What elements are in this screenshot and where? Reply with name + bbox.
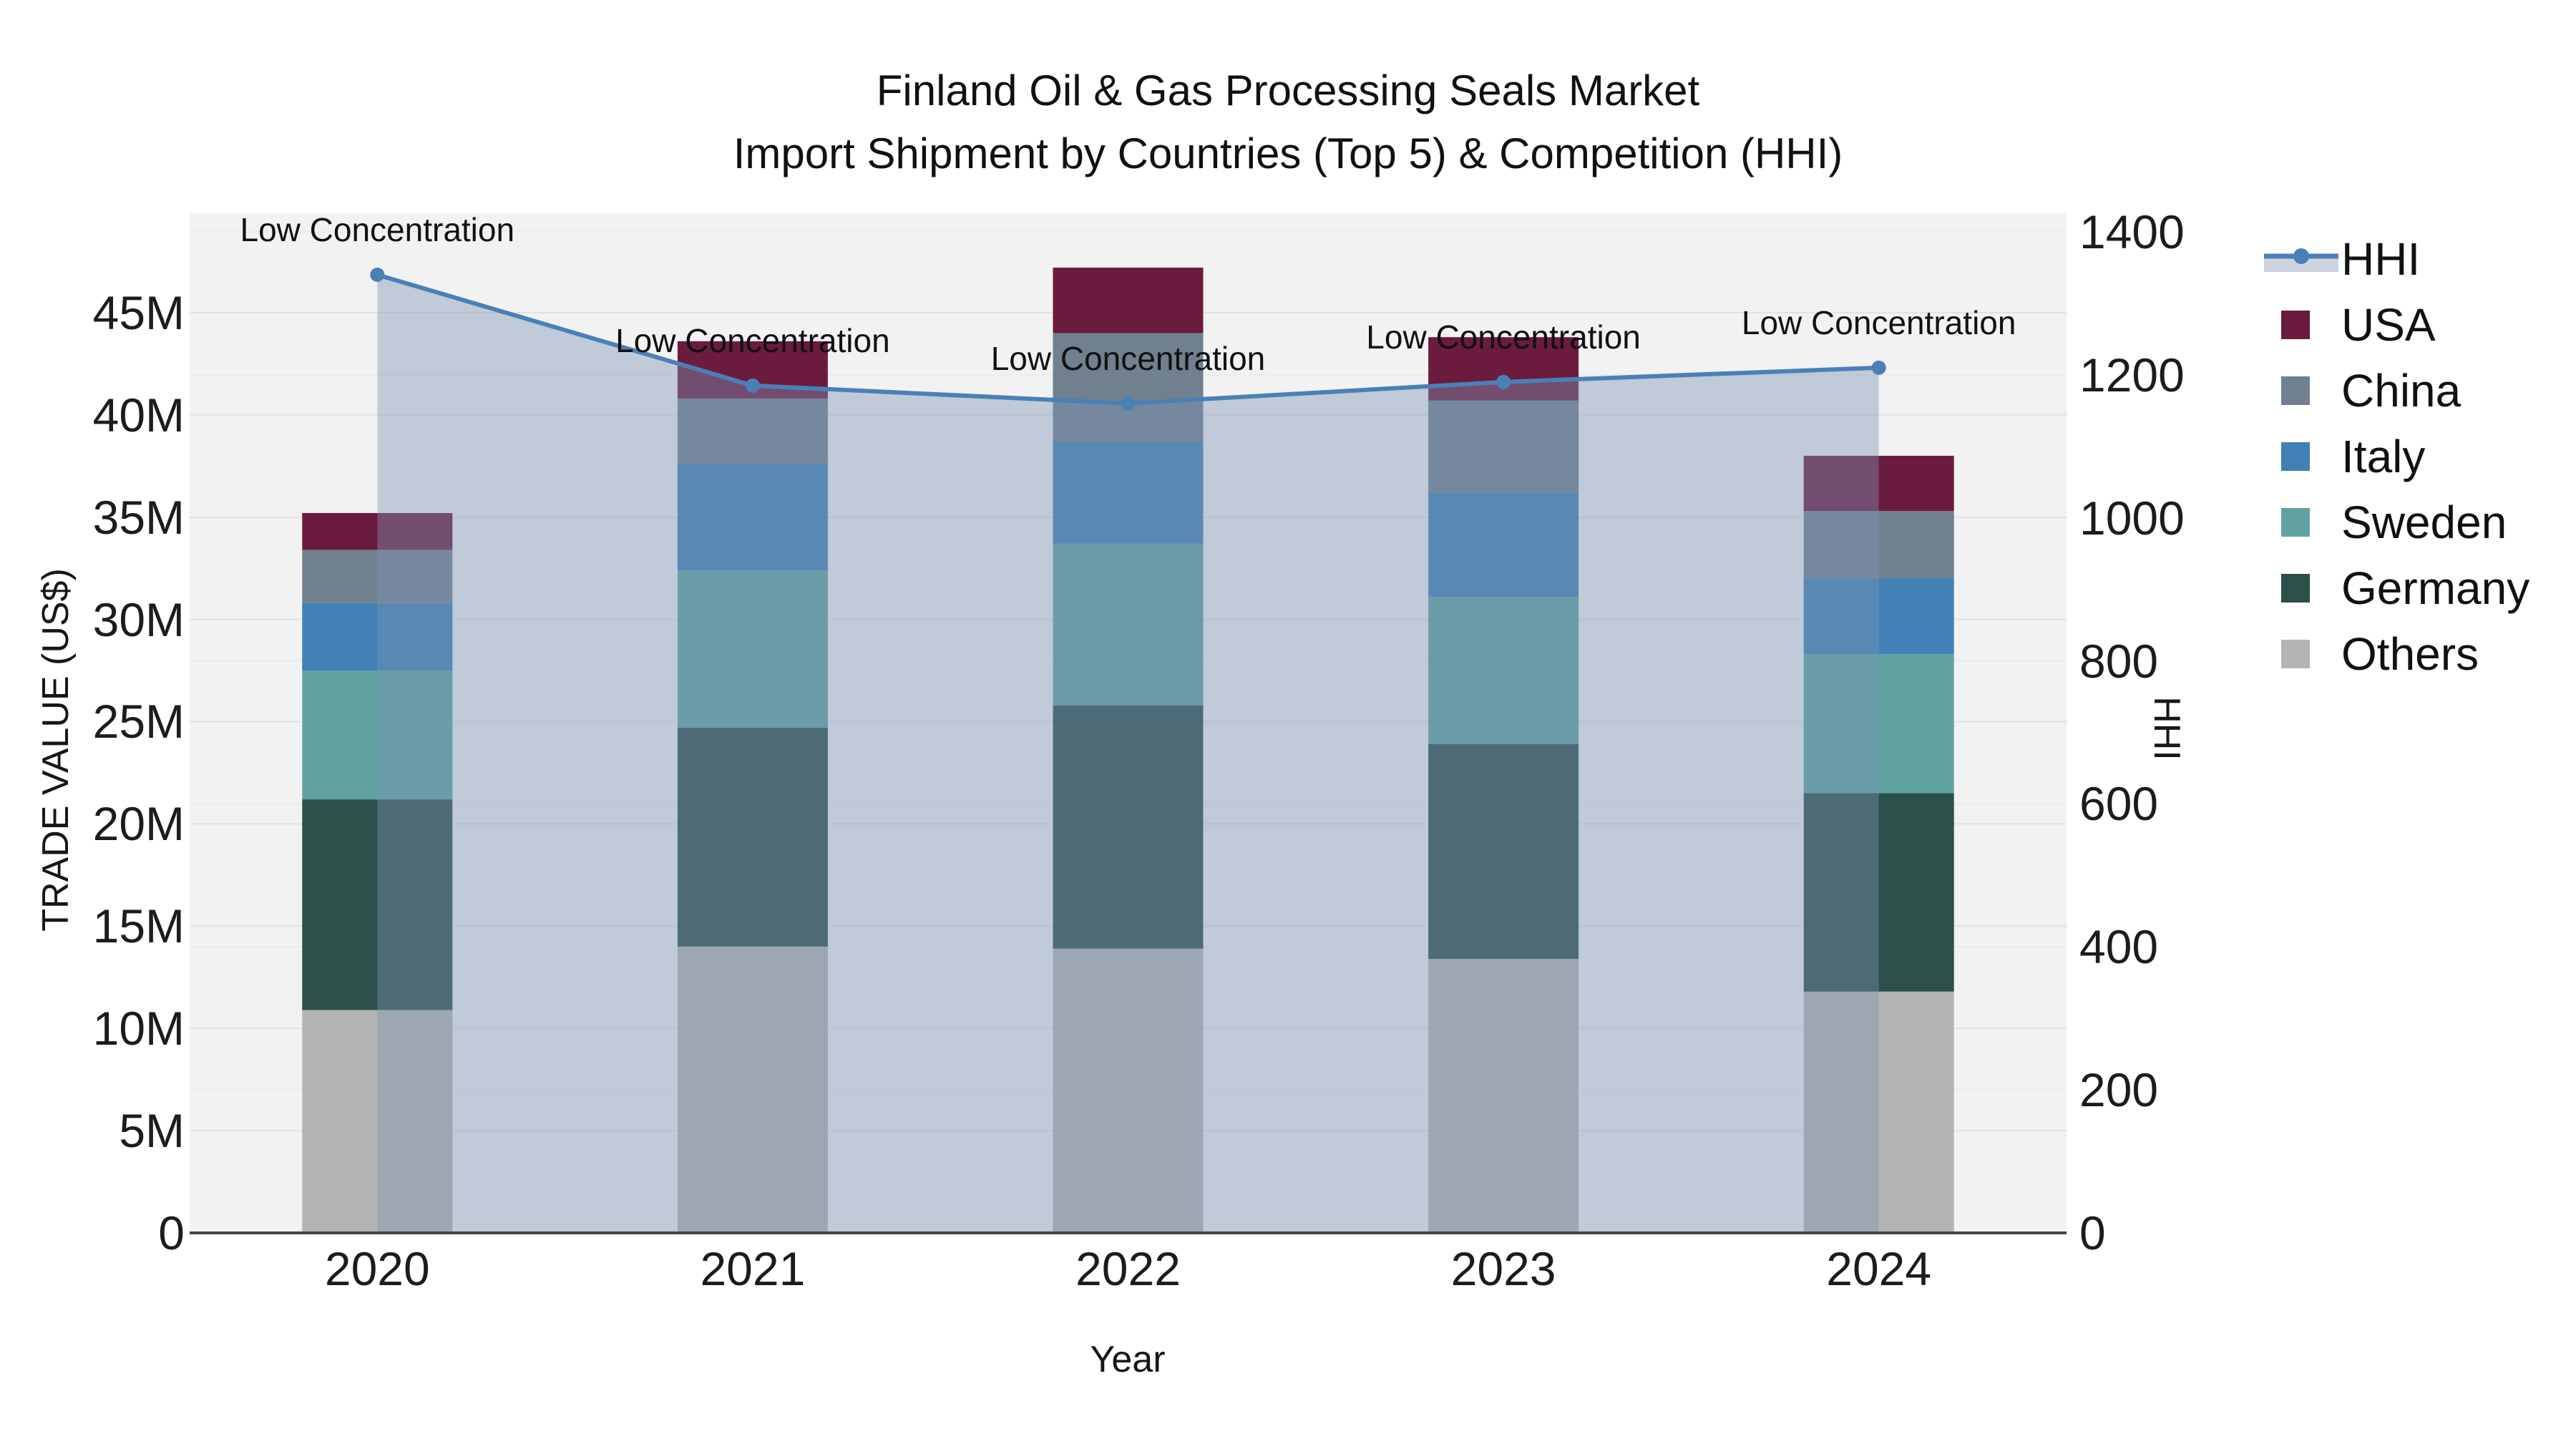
y-left-tick-label: 20M bbox=[92, 797, 185, 851]
bar-segment-germany-2024 bbox=[1803, 793, 1954, 992]
legend-item-italy[interactable]: Italy bbox=[2261, 434, 2576, 479]
hhi-area-fill bbox=[377, 274, 1879, 1233]
legend-label: USA bbox=[2341, 299, 2436, 351]
legend-swatch-sweden bbox=[2281, 508, 2310, 537]
annotation-low-concentration: Low Concentration bbox=[1366, 318, 1641, 356]
chart-title-line1: Finland Oil & Gas Processing Seals Marke… bbox=[876, 67, 1700, 114]
hhi-marker-2024 bbox=[1871, 360, 1886, 375]
legend-swatch-others bbox=[2281, 640, 2310, 668]
hhi-legend-sample bbox=[2264, 248, 2338, 272]
bar-segment-others-2023 bbox=[1428, 959, 1579, 1233]
y-left-tick-label: 0 bbox=[158, 1206, 185, 1259]
x-axis-title: Year bbox=[1090, 1339, 1166, 1380]
legend-item-sweden[interactable]: Sweden bbox=[2261, 499, 2576, 545]
bar-segment-usa-2020 bbox=[302, 512, 453, 550]
y-right-tick-label: 1400 bbox=[2079, 205, 2185, 258]
bar-segment-sweden-2023 bbox=[1428, 597, 1579, 744]
y-right-tick-label: 800 bbox=[2079, 634, 2159, 688]
bar-segment-italy-2023 bbox=[1428, 492, 1579, 597]
bar-segment-italy-2021 bbox=[677, 464, 828, 571]
legend-swatch-usa bbox=[2281, 311, 2310, 339]
bar-segment-germany-2021 bbox=[677, 728, 828, 947]
legend-swatch-italy bbox=[2281, 442, 2310, 471]
y-right-tick-label: 200 bbox=[2079, 1063, 2159, 1117]
bar-segment-sweden-2024 bbox=[1803, 654, 1954, 794]
y-right-tick-label: 1000 bbox=[2079, 491, 2185, 545]
hhi-marker-2022 bbox=[1121, 396, 1136, 411]
bar-segment-usa-2023 bbox=[1428, 337, 1579, 401]
bar-segment-others-2024 bbox=[1803, 991, 1954, 1233]
bar-segment-italy-2020 bbox=[302, 602, 453, 671]
y-left-tick-label: 5M bbox=[119, 1104, 185, 1158]
y-left-tick-label: 10M bbox=[92, 1002, 185, 1055]
x-tick-label: 2023 bbox=[1450, 1242, 1556, 1295]
x-tick-label: 2022 bbox=[1075, 1242, 1181, 1295]
bar-segment-usa-2024 bbox=[1803, 455, 1954, 512]
legend-item-hhi[interactable]: HHI bbox=[2261, 236, 2576, 282]
bar-segment-others-2022 bbox=[1053, 948, 1204, 1233]
legend-label: China bbox=[2341, 365, 2462, 416]
hhi-marker-2021 bbox=[745, 378, 760, 393]
bar-segment-italy-2024 bbox=[1803, 578, 1954, 655]
y-right-tick-label: 0 bbox=[2079, 1206, 2106, 1259]
x-tick-label: 2021 bbox=[700, 1242, 806, 1295]
bar-segment-italy-2022 bbox=[1053, 441, 1204, 544]
legend-item-germany[interactable]: Germany bbox=[2261, 565, 2576, 611]
bar-segment-others-2020 bbox=[302, 1010, 453, 1233]
annotation-low-concentration: Low Concentration bbox=[990, 339, 1266, 377]
bar-segment-others-2021 bbox=[677, 946, 828, 1233]
x-tick-label: 2020 bbox=[324, 1242, 430, 1295]
bar-segment-china-2020 bbox=[302, 550, 453, 603]
legend-label: Germany bbox=[2341, 562, 2530, 614]
legend-label: Italy bbox=[2341, 431, 2426, 482]
annotation-low-concentration: Low Concentration bbox=[240, 210, 515, 248]
legend-label: HHI bbox=[2341, 233, 2421, 285]
bar-segment-usa-2022 bbox=[1053, 268, 1204, 333]
legend-item-usa[interactable]: USA bbox=[2261, 302, 2576, 348]
y-left-tick-label: 30M bbox=[92, 592, 185, 646]
annotation-low-concentration: Low Concentration bbox=[615, 321, 890, 359]
bar-segment-china-2021 bbox=[677, 398, 828, 464]
bar-segment-sweden-2022 bbox=[1053, 543, 1204, 706]
legend-swatch-germany bbox=[2281, 574, 2310, 602]
y-left-tick-label: 45M bbox=[92, 286, 185, 339]
bar-segment-china-2022 bbox=[1053, 333, 1204, 441]
legend-swatch-china bbox=[2281, 376, 2310, 405]
legend-label: Others bbox=[2341, 628, 2479, 680]
chart-title-line2: Import Shipment by Countries (Top 5) & C… bbox=[733, 130, 1843, 177]
legend-item-china[interactable]: China bbox=[2261, 368, 2576, 414]
y-right-tick-label: 600 bbox=[2079, 777, 2159, 831]
bar-segment-germany-2023 bbox=[1428, 743, 1579, 960]
bar-segment-germany-2020 bbox=[302, 799, 453, 1010]
bar-segment-china-2023 bbox=[1428, 400, 1579, 493]
y-left-tick-label: 35M bbox=[92, 490, 185, 544]
y-right-tick-label: 400 bbox=[2079, 920, 2159, 974]
y-left-tick-label: 25M bbox=[92, 695, 185, 748]
x-tick-label: 2024 bbox=[1826, 1242, 1932, 1295]
y-left-tick-label: 15M bbox=[92, 899, 185, 953]
legend-label: Sweden bbox=[2341, 497, 2507, 548]
bar-segment-china-2024 bbox=[1803, 511, 1954, 579]
bar-segment-germany-2022 bbox=[1053, 705, 1204, 949]
y-left-tick-label: 40M bbox=[92, 388, 185, 441]
hhi-marker-2023 bbox=[1496, 374, 1511, 389]
bar-segment-sweden-2021 bbox=[677, 570, 828, 728]
bar-segment-sweden-2020 bbox=[302, 670, 453, 800]
annotation-low-concentration: Low Concentration bbox=[1741, 303, 2016, 341]
legend-item-others[interactable]: Others bbox=[2261, 631, 2576, 677]
hhi-marker-2020 bbox=[370, 267, 385, 282]
y-right-tick-label: 1200 bbox=[2079, 348, 2185, 401]
